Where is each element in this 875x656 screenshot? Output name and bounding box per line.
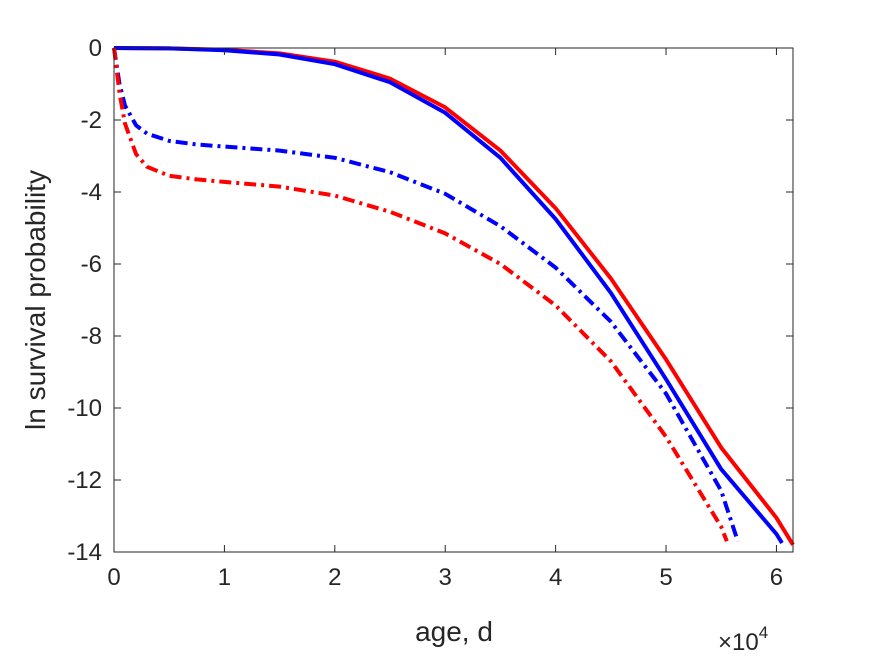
x-tick-label: 6	[770, 564, 783, 591]
x-ticks: 0 1 2 3 4 5 6	[107, 48, 783, 591]
y-tick-label: -4	[81, 179, 102, 206]
series-layer	[112, 46, 795, 546]
y-tick-label: -14	[67, 539, 102, 566]
series-line-4	[112, 47, 729, 542]
x-tick-label: 4	[549, 564, 562, 591]
axes-box	[113, 47, 794, 553]
y-tick-label: 0	[89, 35, 102, 62]
x-tick-label: 2	[328, 564, 341, 591]
x-tick-label: 3	[439, 564, 452, 591]
plot-area	[114, 48, 793, 552]
y-tick-label: -12	[67, 467, 102, 494]
y-axis-label: ln survival probability	[20, 170, 51, 430]
series-line-2	[113, 46, 784, 545]
x-exponent-label: ×104	[718, 623, 768, 656]
y-tick-label: -10	[67, 395, 102, 422]
y-tick-label: -2	[81, 107, 102, 134]
x-tick-label: 5	[659, 564, 672, 591]
x-tick-label: 0	[107, 564, 120, 591]
series-line-3	[112, 47, 740, 542]
y-tick-label: -8	[81, 323, 102, 350]
y-ticks: 0 -2 -4 -6 -8 -10 -12 -14	[67, 35, 793, 566]
x-axis-label: age, d	[415, 616, 493, 647]
x-exponent-power: 4	[759, 623, 768, 642]
y-tick-label: -6	[81, 251, 102, 278]
x-tick-label: 1	[218, 564, 231, 591]
